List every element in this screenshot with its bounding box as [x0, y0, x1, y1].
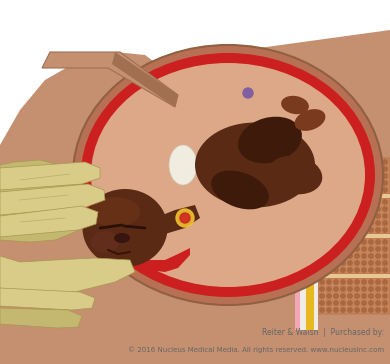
Circle shape: [355, 294, 359, 298]
Polygon shape: [112, 52, 178, 107]
Polygon shape: [318, 234, 390, 238]
Circle shape: [334, 167, 338, 171]
Ellipse shape: [91, 231, 119, 253]
Circle shape: [383, 228, 387, 232]
Circle shape: [355, 221, 359, 225]
Circle shape: [355, 268, 359, 272]
Circle shape: [376, 254, 380, 258]
Circle shape: [369, 174, 373, 178]
Circle shape: [348, 174, 352, 178]
Circle shape: [355, 261, 359, 265]
Circle shape: [320, 228, 324, 232]
Circle shape: [369, 287, 373, 291]
Circle shape: [320, 188, 324, 192]
Circle shape: [334, 200, 338, 204]
Circle shape: [327, 181, 331, 185]
Circle shape: [355, 287, 359, 291]
Ellipse shape: [268, 156, 322, 194]
Circle shape: [383, 207, 387, 211]
Circle shape: [334, 254, 338, 258]
Circle shape: [362, 287, 366, 291]
Circle shape: [320, 280, 324, 284]
Circle shape: [376, 181, 380, 185]
Ellipse shape: [83, 189, 167, 267]
Circle shape: [369, 308, 373, 312]
Circle shape: [355, 167, 359, 171]
Circle shape: [348, 301, 352, 305]
Ellipse shape: [73, 45, 383, 305]
Circle shape: [334, 214, 338, 218]
Circle shape: [362, 280, 366, 284]
Circle shape: [362, 167, 366, 171]
Polygon shape: [0, 206, 98, 237]
Circle shape: [355, 240, 359, 244]
Ellipse shape: [114, 233, 130, 243]
Circle shape: [327, 214, 331, 218]
Circle shape: [348, 247, 352, 251]
Circle shape: [376, 268, 380, 272]
Circle shape: [362, 261, 366, 265]
Polygon shape: [0, 162, 100, 190]
Circle shape: [383, 221, 387, 225]
Circle shape: [355, 228, 359, 232]
Circle shape: [376, 188, 380, 192]
Ellipse shape: [195, 123, 315, 207]
Circle shape: [320, 301, 324, 305]
Circle shape: [376, 280, 380, 284]
Circle shape: [383, 188, 387, 192]
Circle shape: [369, 188, 373, 192]
Circle shape: [362, 174, 366, 178]
Circle shape: [334, 207, 338, 211]
Circle shape: [362, 301, 366, 305]
Circle shape: [327, 294, 331, 298]
Circle shape: [355, 200, 359, 204]
Circle shape: [355, 174, 359, 178]
Polygon shape: [295, 150, 390, 340]
Circle shape: [327, 240, 331, 244]
Circle shape: [327, 301, 331, 305]
Circle shape: [355, 207, 359, 211]
Circle shape: [327, 167, 331, 171]
Circle shape: [320, 308, 324, 312]
Circle shape: [341, 254, 345, 258]
Circle shape: [341, 207, 345, 211]
Circle shape: [362, 294, 366, 298]
Circle shape: [341, 294, 345, 298]
Circle shape: [348, 214, 352, 218]
Circle shape: [369, 207, 373, 211]
Circle shape: [376, 301, 380, 305]
Circle shape: [376, 167, 380, 171]
Circle shape: [334, 301, 338, 305]
Ellipse shape: [91, 63, 365, 287]
Circle shape: [383, 214, 387, 218]
Circle shape: [362, 214, 366, 218]
Circle shape: [334, 247, 338, 251]
Circle shape: [327, 174, 331, 178]
Circle shape: [369, 268, 373, 272]
Circle shape: [341, 200, 345, 204]
Circle shape: [376, 247, 380, 251]
Circle shape: [320, 160, 324, 164]
Circle shape: [362, 247, 366, 251]
Circle shape: [320, 200, 324, 204]
Circle shape: [334, 287, 338, 291]
Polygon shape: [295, 155, 318, 330]
Ellipse shape: [169, 145, 197, 185]
Circle shape: [355, 160, 359, 164]
Circle shape: [180, 213, 190, 223]
Circle shape: [383, 268, 387, 272]
Circle shape: [341, 301, 345, 305]
Circle shape: [341, 287, 345, 291]
Circle shape: [334, 294, 338, 298]
Ellipse shape: [211, 171, 269, 209]
Circle shape: [327, 280, 331, 284]
Circle shape: [320, 221, 324, 225]
Polygon shape: [314, 155, 318, 330]
Circle shape: [376, 228, 380, 232]
Circle shape: [327, 228, 331, 232]
Polygon shape: [306, 155, 314, 330]
Circle shape: [320, 214, 324, 218]
Circle shape: [176, 209, 194, 227]
Circle shape: [376, 240, 380, 244]
